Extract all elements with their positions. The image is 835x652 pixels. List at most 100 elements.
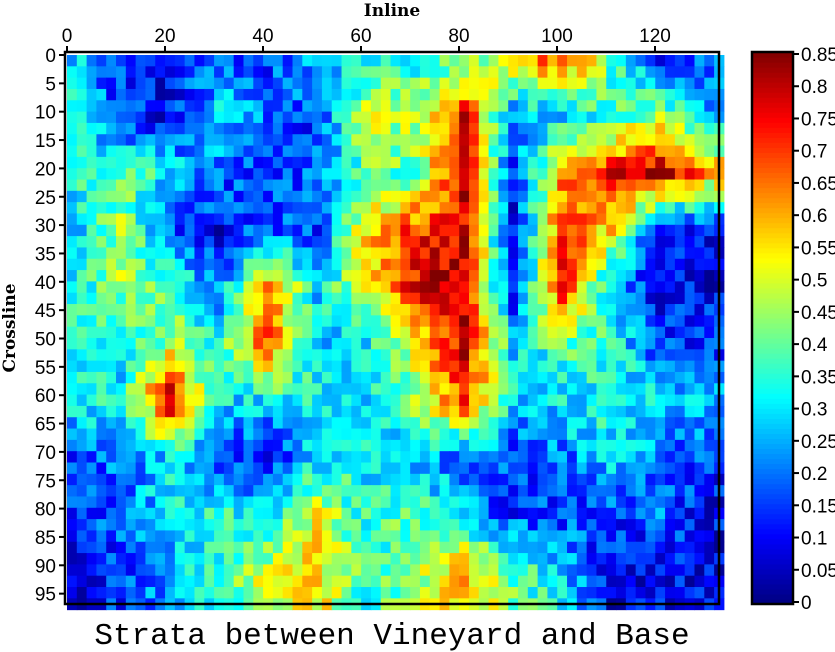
heatmap-cell xyxy=(145,88,156,101)
heatmap-cell xyxy=(223,122,235,135)
heatmap-cell xyxy=(547,258,558,271)
heatmap-cell xyxy=(351,360,362,373)
heatmap-cell xyxy=(194,360,205,373)
heatmap-cell xyxy=(390,88,401,101)
heatmap-cell xyxy=(263,213,274,226)
heatmap-cell xyxy=(518,156,529,169)
heatmap-cell xyxy=(321,371,333,384)
heatmap-cell xyxy=(380,202,392,214)
heatmap-cell xyxy=(223,292,235,305)
heatmap-cell xyxy=(429,247,441,260)
heatmap-cell xyxy=(674,281,686,294)
heatmap-cell xyxy=(449,405,460,418)
heatmap-cell xyxy=(616,145,627,158)
heatmap-cell xyxy=(106,575,117,588)
heatmap-cell xyxy=(214,451,225,464)
heatmap-cell xyxy=(194,315,205,328)
heatmap-cell xyxy=(341,417,352,430)
heatmap-cell xyxy=(576,417,588,430)
heatmap-cell xyxy=(184,190,195,203)
heatmap-cell xyxy=(694,213,705,226)
heatmap-cell xyxy=(233,258,244,271)
heatmap-cell xyxy=(174,281,186,294)
heatmap-cell xyxy=(576,270,588,282)
heatmap-cell xyxy=(341,519,352,531)
heatmap-cell xyxy=(508,553,519,565)
heatmap-cell xyxy=(547,134,558,147)
heatmap-cell xyxy=(527,564,539,577)
heatmap-cell xyxy=(459,439,470,452)
heatmap-cell xyxy=(439,292,450,305)
heatmap-cell xyxy=(67,587,78,599)
heatmap-cell xyxy=(547,337,558,350)
heatmap-cell xyxy=(674,236,686,248)
heatmap-cell xyxy=(684,100,695,113)
heatmap-cell xyxy=(537,213,548,226)
heatmap-cell xyxy=(184,77,195,90)
heatmap-cell xyxy=(576,360,588,373)
heatmap-cell xyxy=(625,122,637,135)
heatmap-cell xyxy=(96,360,107,373)
colorbar-segment xyxy=(752,583,793,590)
heatmap-cell xyxy=(468,190,480,203)
heatmap-cell xyxy=(331,462,343,475)
heatmap-cell xyxy=(214,417,225,430)
heatmap-cell xyxy=(400,202,411,214)
heatmap-cell xyxy=(341,77,352,90)
heatmap-cell xyxy=(145,575,156,588)
heatmap-cell xyxy=(233,213,244,226)
heatmap-cell xyxy=(586,190,597,203)
heatmap-cell xyxy=(478,281,490,294)
heatmap-cell xyxy=(468,179,480,192)
heatmap-cell xyxy=(567,236,578,248)
heatmap-cell xyxy=(174,145,186,158)
heatmap-cell xyxy=(125,337,137,350)
heatmap-cell xyxy=(292,55,303,67)
heatmap-cell xyxy=(263,156,274,169)
heatmap-cell xyxy=(419,88,431,101)
heatmap-cell xyxy=(704,485,715,497)
heatmap-cell xyxy=(155,168,166,181)
heatmap-cell xyxy=(459,405,470,418)
heatmap-cell xyxy=(478,55,490,67)
heatmap-cell xyxy=(233,371,244,384)
heatmap-cell xyxy=(67,179,78,192)
heatmap-cell xyxy=(67,213,78,226)
heatmap-cell xyxy=(439,134,450,147)
heatmap-cell xyxy=(449,202,460,214)
heatmap-cell xyxy=(449,507,460,520)
heatmap-cell xyxy=(459,564,470,577)
heatmap-cell xyxy=(361,77,372,90)
heatmap-cell xyxy=(135,179,146,192)
heatmap-cell xyxy=(341,439,352,452)
heatmap-cell xyxy=(125,519,137,531)
colorbar-segment xyxy=(752,112,793,118)
heatmap-cell xyxy=(174,247,186,260)
colorbar-segment xyxy=(752,528,793,535)
heatmap-cell xyxy=(625,587,637,599)
heatmap-cell xyxy=(302,337,313,350)
heatmap-cell xyxy=(586,281,597,294)
heatmap-cell xyxy=(704,304,715,316)
heatmap-cell xyxy=(635,530,646,543)
heatmap-cell xyxy=(341,337,352,350)
heatmap-cell xyxy=(498,258,509,271)
heatmap-cell xyxy=(537,439,548,452)
heatmap-cell xyxy=(694,66,705,79)
heatmap-cell xyxy=(321,451,333,464)
heatmap-cell xyxy=(321,111,333,124)
heatmap-cell xyxy=(116,224,127,237)
heatmap-cell xyxy=(410,417,421,430)
heatmap-cell xyxy=(194,156,205,169)
heatmap-cell xyxy=(341,371,352,384)
heatmap-cell xyxy=(596,156,607,169)
heatmap-cell xyxy=(498,360,509,373)
heatmap-cell xyxy=(361,224,372,237)
heatmap-cell xyxy=(518,122,529,135)
heatmap-cell xyxy=(488,451,499,464)
heatmap-cell xyxy=(86,236,97,248)
heatmap-cell xyxy=(478,405,490,418)
heatmap-cell xyxy=(429,428,441,441)
colorbar-segment xyxy=(752,578,793,585)
heatmap-cell xyxy=(537,405,548,418)
